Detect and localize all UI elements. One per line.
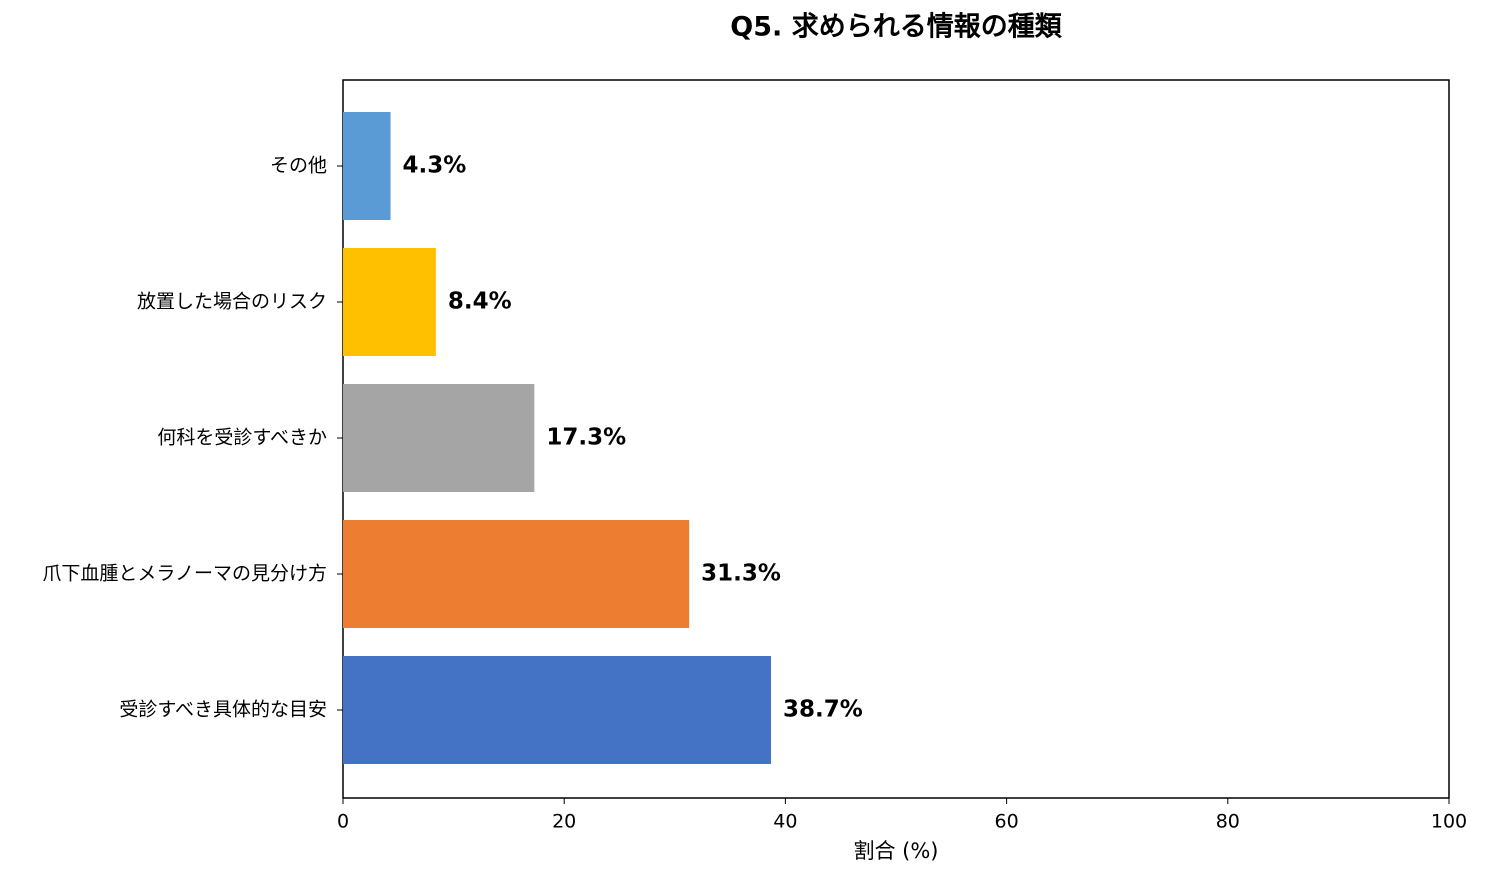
bar — [343, 112, 391, 220]
x-tick-label: 100 — [1431, 811, 1467, 833]
value-label: 31.3% — [701, 561, 781, 587]
x-tick-label: 40 — [773, 811, 797, 833]
y-tick-label: 何科を受診すべきか — [157, 427, 327, 449]
y-tick-label: 受診すべき具体的な目安 — [119, 699, 327, 721]
x-tick-label: 20 — [552, 811, 576, 833]
chart-title: Q5. 求められる情報の種類 — [730, 12, 1062, 43]
value-label: 8.4% — [448, 289, 512, 315]
y-tick-label: 放置した場合のリスク — [137, 291, 327, 313]
y-tick-label: その他 — [270, 155, 327, 177]
x-tick-label: 60 — [995, 811, 1019, 833]
bar — [343, 384, 535, 492]
bar — [343, 520, 690, 628]
bar — [343, 248, 436, 356]
x-tick-label: 80 — [1216, 811, 1240, 833]
y-tick-label: 爪下血腫とメラノーマの見分け方 — [42, 563, 327, 585]
value-label: 17.3% — [546, 425, 626, 451]
value-label: 4.3% — [403, 153, 467, 179]
bar — [343, 656, 772, 764]
value-label: 38.7% — [783, 697, 863, 723]
x-tick-label: 0 — [337, 811, 349, 833]
x-axis-label: 割合 (%) — [853, 839, 938, 863]
